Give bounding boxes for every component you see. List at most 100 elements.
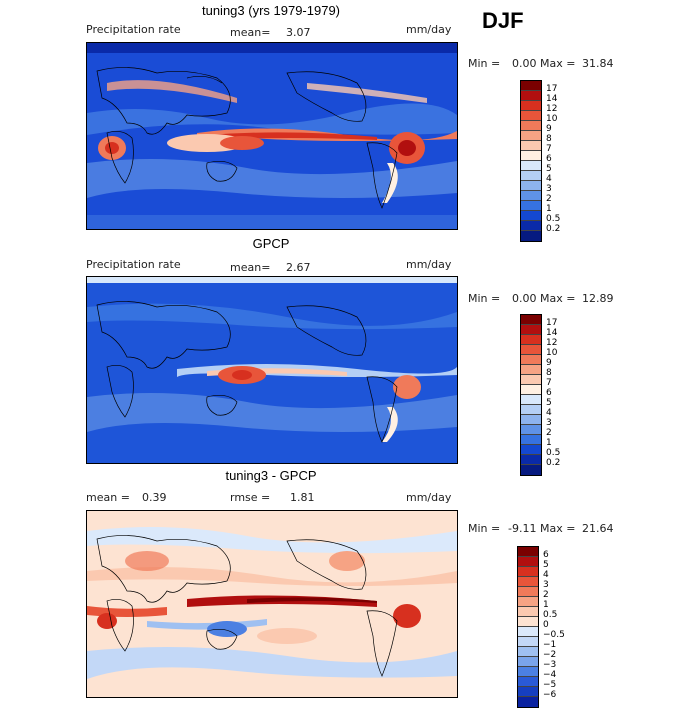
colorbar-segment (521, 465, 541, 475)
panel1-variable: Precipitation rate (86, 23, 181, 36)
colorbar-label: 0.5 (546, 214, 561, 224)
panel2-title: GPCP (252, 236, 290, 251)
colorbar-label: 4 (546, 408, 552, 418)
colorbar-label: 8 (546, 134, 552, 144)
colorbar-label: 5 (546, 398, 552, 408)
colorbar-segment (521, 121, 541, 131)
colorbar-label: 8 (546, 368, 552, 378)
colorbar-segment (518, 697, 538, 707)
colorbar-segment (521, 111, 541, 121)
colorbar-label: 1 (546, 204, 552, 214)
colorbar-label: 9 (546, 358, 552, 368)
colorbar-segment (521, 375, 541, 385)
colorbar-label: 0.5 (546, 448, 561, 458)
colorbar-segment (518, 597, 538, 607)
panel3-mean-label: mean = (86, 491, 130, 504)
colorbar-segment (521, 161, 541, 171)
colorbar-label: 10 (546, 348, 558, 358)
panel2-colorbar (520, 314, 542, 476)
panel1-mean-value: 3.07 (286, 26, 311, 39)
colorbar-segment (521, 211, 541, 221)
colorbar-label: 12 (546, 338, 558, 348)
colorbar-label: 17 (546, 318, 558, 328)
colorbar-label: 6 (546, 154, 552, 164)
colorbar-segment (518, 657, 538, 667)
colorbar-label: 14 (546, 94, 558, 104)
panel3-rmse-value: 1.81 (290, 491, 315, 504)
colorbar-segment (518, 587, 538, 597)
colorbar-segment (521, 415, 541, 425)
colorbar-label: 3 (546, 418, 552, 428)
colorbar-label: 2 (543, 590, 549, 600)
colorbar-segment (521, 365, 541, 375)
colorbar-label: 2 (546, 428, 552, 438)
panel1-units: mm/day (406, 23, 452, 36)
colorbar-segment (521, 171, 541, 181)
panel2-max-value: 12.89 (582, 292, 614, 305)
panel3-min-value: -9.11 (508, 522, 537, 535)
panel1-map (86, 42, 458, 230)
colorbar-label: 17 (546, 84, 558, 94)
panel2-mean-value: 2.67 (286, 261, 311, 274)
panel3-colorbar (517, 546, 539, 708)
colorbar-segment (518, 617, 538, 627)
panel3-map-graphic (87, 511, 457, 697)
panel2-max-label: Max = (540, 292, 576, 305)
colorbar-label: 6 (546, 388, 552, 398)
colorbar-segment (521, 231, 541, 241)
colorbar-segment (518, 577, 538, 587)
colorbar-label: −5 (543, 680, 557, 690)
colorbar-segment (518, 547, 538, 557)
colorbar-segment (518, 607, 538, 617)
panel1-colorbar-labels: 17 14 12 10 9 8 7 6 5 4 3 2 1 0.5 0.2 (546, 84, 560, 234)
colorbar-segment (521, 101, 541, 111)
colorbar-segment (521, 395, 541, 405)
panel3-max-label: Max = (540, 522, 576, 535)
colorbar-segment (521, 355, 541, 365)
colorbar-segment (521, 151, 541, 161)
colorbar-segment (521, 141, 541, 151)
panel2-min-label: Min = (468, 292, 501, 305)
colorbar-label: 5 (546, 164, 552, 174)
colorbar-segment (521, 325, 541, 335)
panel3-map (86, 510, 458, 698)
panel1-min-value: 0.00 (512, 57, 537, 70)
colorbar-segment (521, 315, 541, 325)
panel3-units: mm/day (406, 491, 452, 504)
colorbar-segment (521, 91, 541, 101)
colorbar-label: −3 (543, 660, 557, 670)
colorbar-label: −6 (543, 690, 557, 700)
colorbar-label: 3 (543, 580, 549, 590)
panel2-colorbar-labels: 17 14 12 10 9 8 7 6 5 4 3 2 1 0.5 0.2 (546, 318, 560, 468)
colorbar-segment (518, 677, 538, 687)
colorbar-segment (521, 425, 541, 435)
colorbar-segment (521, 345, 541, 355)
colorbar-label: −2 (543, 650, 557, 660)
colorbar-label: −0.5 (543, 630, 565, 640)
colorbar-label: −4 (543, 670, 557, 680)
colorbar-segment (521, 191, 541, 201)
colorbar-label: 6 (543, 550, 549, 560)
colorbar-label: 0 (543, 620, 549, 630)
colorbar-label: 7 (546, 378, 552, 388)
panel1-mean-label: mean= (230, 26, 271, 39)
panel3-mean-value: 0.39 (142, 491, 167, 504)
panel3-max-value: 21.64 (582, 522, 614, 535)
colorbar-segment (521, 221, 541, 231)
colorbar-label: 12 (546, 104, 558, 114)
panel3-title: tuning3 - GPCP (225, 468, 317, 483)
panel3-rmse-label: rmse = (230, 491, 271, 504)
colorbar-label: 0.5 (543, 610, 558, 620)
colorbar-label: 1 (546, 438, 552, 448)
colorbar-label: 0.2 (546, 458, 561, 468)
panel2-min-value: 0.00 (512, 292, 537, 305)
colorbar-segment (521, 335, 541, 345)
colorbar-label: 5 (543, 560, 549, 570)
colorbar-label: 3 (546, 184, 552, 194)
colorbar-segment (521, 131, 541, 141)
season-label: DJF (482, 8, 524, 33)
colorbar-segment (521, 81, 541, 91)
colorbar-segment (521, 385, 541, 395)
colorbar-segment (518, 687, 538, 697)
colorbar-segment (521, 455, 541, 465)
